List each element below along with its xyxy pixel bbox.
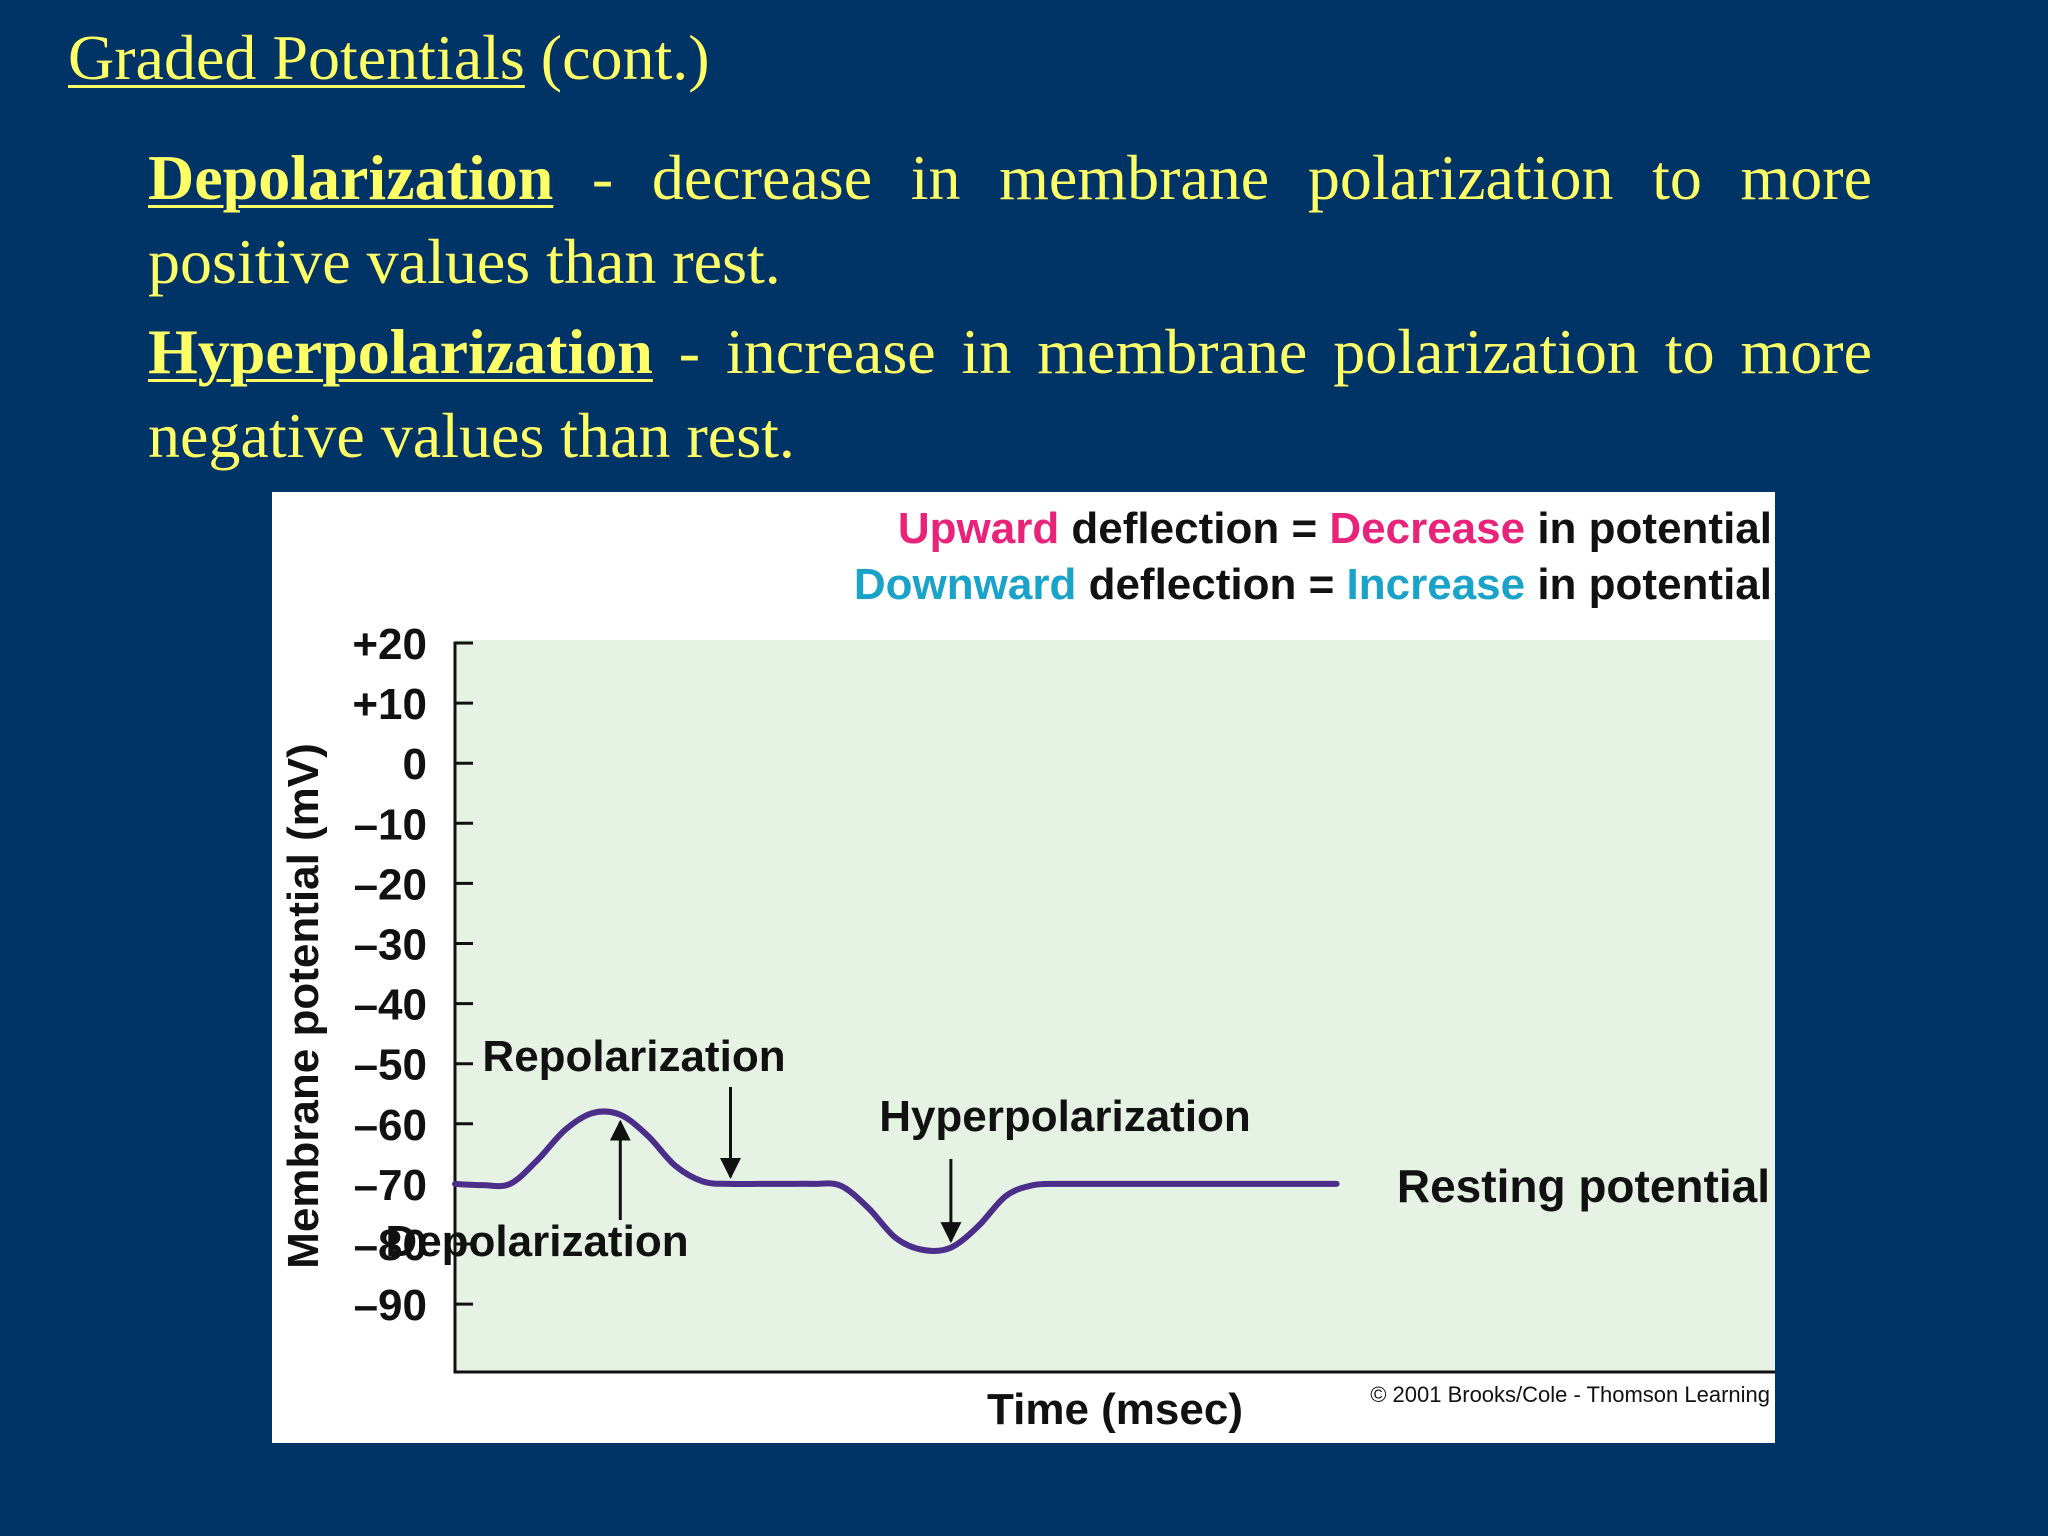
y-tick-label: 0 [403,740,427,789]
y-tick-label: –60 [354,1101,427,1150]
legend-downward-word: Downward [854,560,1076,609]
annotation-depolarization: Depolarization [385,1217,688,1266]
legend-end-text: in potential [1525,560,1772,609]
y-tick-label: +20 [352,620,427,669]
copyright-text: © 2001 Brooks/Cole - Thomson Learning [1370,1382,1770,1407]
y-tick-label: –40 [354,981,427,1030]
x-axis-label: Time (msec) [987,1385,1243,1434]
y-tick-label: –80 [354,1221,427,1270]
legend-middle-text: deflection = [1076,560,1346,609]
membrane-potential-figure: Upward deflection = Decrease in potentia… [272,492,1775,1443]
membrane-potential-chart: Upward deflection = Decrease in potentia… [279,504,1775,1434]
membrane-potential-trace [452,1108,1340,1255]
y-tick-label: –90 [354,1281,427,1330]
legend-line-upward: Upward deflection = Decrease in potentia… [898,504,1772,553]
y-tick-label: –10 [354,800,427,849]
legend-middle-text: deflection = [1059,504,1329,553]
definition-text: decrease in membrane polarization to mor… [148,142,1873,297]
legend-upward-word: Upward [898,504,1059,553]
y-tick-label: –20 [354,860,427,909]
annotation-hyperpolarization: Hyperpolarization [879,1092,1251,1141]
slide-title-main: Graded Potentials [68,22,525,93]
definition-term: Depolarization [148,142,554,213]
legend-increase-word: Increase [1347,560,1526,609]
legend-end-text: in potential [1525,504,1772,553]
slide-title-suffix: (cont.) [524,22,710,93]
definition-term: Hyperpolarization [148,316,653,387]
y-tick-label: –70 [354,1161,427,1210]
y-axis: +20 +10 0 –10 –20 –30 –40 –50 –60 –70 –80 –90 [352,620,1775,1374]
legend-decrease-word: Decrease [1329,504,1525,553]
definition-separator: - [553,142,652,213]
slide-title: Graded Potentials (cont.) [68,20,710,96]
annotation-resting-potential: Resting potential [1397,1160,1770,1212]
legend-line-downward: Downward deflection = Increase in potent… [854,560,1772,609]
plot-area [455,640,1775,1372]
y-tick-label: +10 [352,680,427,729]
y-axis-label: Membrane potential (mV) [279,743,328,1269]
definition-text: increase in membrane polarization to mor… [148,316,1873,471]
definition-hyperpolarization: Hyperpolarization - increase in membrane… [148,310,1872,478]
y-tick-label: –50 [354,1041,427,1090]
definition-separator: - [652,316,726,387]
y-tick-label: –30 [354,921,427,970]
annotation-repolarization: Repolarization [482,1032,785,1081]
definition-depolarization: Depolarization - decrease in membrane po… [148,136,1872,304]
